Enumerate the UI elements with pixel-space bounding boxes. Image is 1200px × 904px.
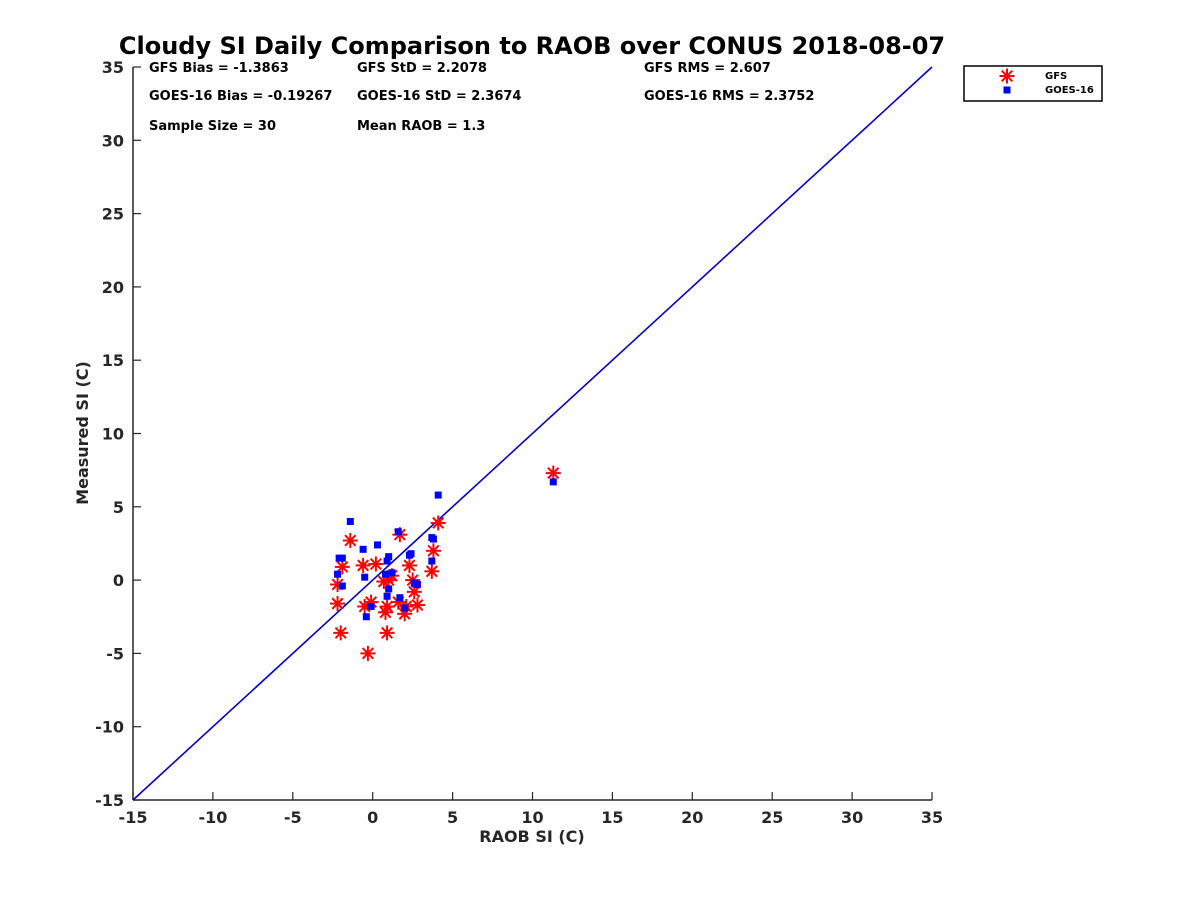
x-tick-label: 35 [921,808,943,827]
goes16-point [388,569,396,577]
x-tick-label: 15 [601,808,623,827]
goes16-point [383,557,391,565]
goes16-point [413,580,421,588]
chart-title: Cloudy SI Daily Comparison to RAOB over … [119,32,945,60]
y-tick-label: -5 [106,644,124,663]
goes16-point [401,604,409,612]
gfs-point [333,625,349,641]
legend: GFS GOES-16 [963,65,1103,102]
gfs-point [545,465,561,481]
gfs-bias-text: GFS Bias = -1.3863 [149,61,289,76]
legend-goes-label: GOES-16 [1045,85,1094,96]
x-tick-label: 0 [367,808,378,827]
x-tick-label: 30 [841,808,863,827]
legend-gfs-label: GFS [1045,71,1067,82]
gfs-rms-text: GFS RMS = 2.607 [644,61,771,76]
gfs-point [379,598,395,614]
gfs-point [409,597,425,613]
gfs-point [355,557,371,573]
goes16-point [367,602,375,610]
x-axis-label: RAOB SI (C) [479,827,584,846]
statistics-block: GFS Bias = -1.3863 GFS StD = 2.2078 GFS … [149,61,814,134]
goes16-point [383,592,391,600]
goes16-point [429,535,437,543]
goes-std-text: GOES-16 StD = 2.3674 [357,89,521,104]
x-tick-label: 5 [447,808,458,827]
goes-rms-text: GOES-16 RMS = 2.3752 [644,89,814,104]
goes16-point [396,594,404,602]
y-tick-label: 20 [102,278,124,297]
x-tick-label: 25 [761,808,783,827]
gfs-point [334,559,350,575]
goes16-point [346,517,354,525]
gfs-point [379,625,395,641]
y-tick-label: 5 [113,498,124,517]
goes16-point [434,491,442,499]
one-to-one-reference-line [132,66,933,801]
y-tick-label: 10 [102,425,124,444]
goes16-point [428,557,436,565]
x-tick-label: 20 [681,808,703,827]
goes16-point [361,573,369,581]
gfs-point [401,557,417,573]
y-axis-label: Measured SI (C) [73,361,92,505]
gfs-point [363,594,379,610]
x-tick-label: 10 [521,808,543,827]
x-tick-label: -5 [284,808,302,827]
y-ticks: -15 -10 -5 0 5 10 15 20 25 30 35 [95,58,141,810]
goes16-point [407,550,415,558]
x-tick-label: -10 [198,808,227,827]
gfs-point [430,515,446,531]
y-tick-label: 0 [113,571,124,590]
y-tick-label: 25 [102,205,124,224]
legend-gfs-marker [999,68,1015,84]
sample-size-text: Sample Size = 30 [149,119,276,134]
y-tick-label: -10 [95,718,124,737]
gfs-std-text: GFS StD = 2.2078 [357,61,487,76]
y-tick-label: 15 [102,351,124,370]
data-points [330,465,561,661]
goes16-point [385,585,393,593]
goes16-point [338,582,346,590]
legend-gfs-asterisk [999,68,1015,84]
legend-goes-square [1003,86,1011,94]
y-tick-label: -15 [95,791,124,810]
goes16-point [549,478,557,486]
goes16-point [362,613,370,621]
gfs-point [425,543,441,559]
gfs-point [360,645,376,661]
goes-bias-text: GOES-16 Bias = -0.19267 [149,89,332,104]
goes16-point [373,541,381,549]
gfs-point [342,533,358,549]
x-ticks: -15 -10 -5 0 5 10 15 20 25 30 35 [119,792,943,827]
goes16-point [385,553,393,561]
gfs-point [368,556,384,572]
goes16-point [338,554,346,562]
goes16-point [334,570,342,578]
goes16-point [381,570,389,578]
mean-raob-text: Mean RAOB = 1.3 [357,119,485,134]
y-tick-label: 35 [102,58,124,77]
legend-goes-marker [1003,86,1011,94]
goes16-point [359,545,367,553]
legend-box [963,65,1103,102]
gfs-point [424,563,440,579]
gfs-point [330,596,346,612]
x-tick-label: -15 [119,808,148,827]
goes16-point [394,528,402,536]
y-tick-label: 30 [102,131,124,150]
gfs-point [406,584,422,600]
